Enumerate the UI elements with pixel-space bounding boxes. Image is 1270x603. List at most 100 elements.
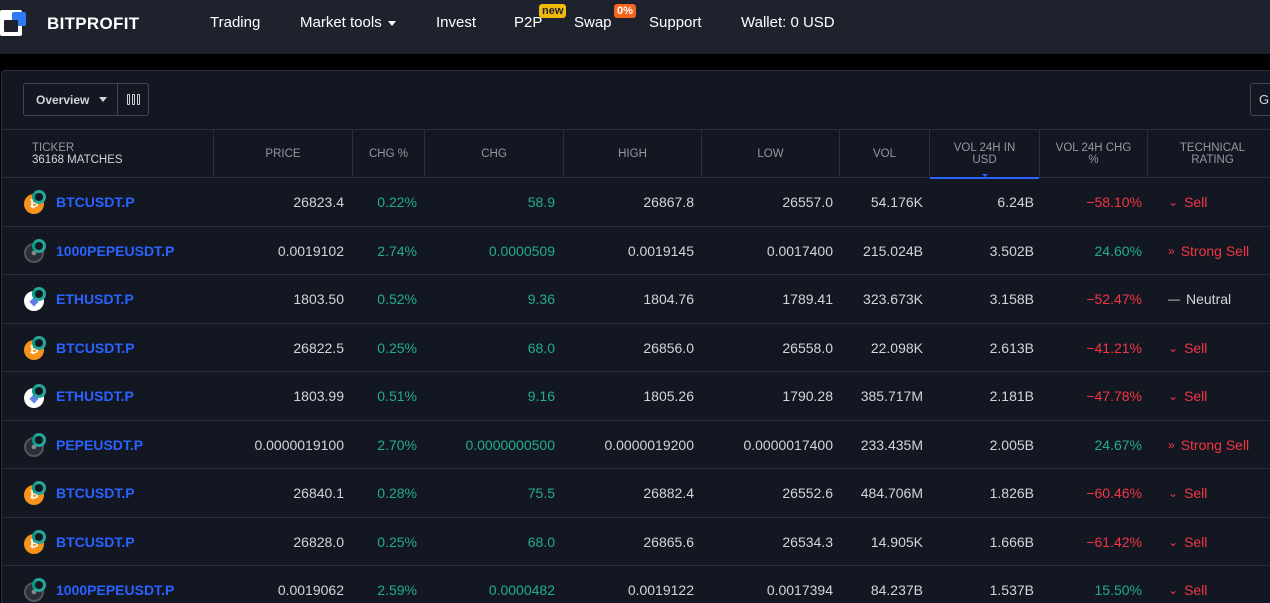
brand-logo[interactable]: BITPROFIT bbox=[0, 8, 139, 38]
volume-24h-usd-cell: 2.613B bbox=[989, 339, 1034, 356]
table-row[interactable]: ◆ ETHUSDT.P 1803.50 0.52% 9.36 1804.76 1789.41… bbox=[2, 275, 1270, 324]
ticker-symbol-link[interactable]: BTCUSDT.P bbox=[56, 194, 135, 210]
table-row[interactable]: ₿ BTCUSDT.P 26840.1 0.28% 75.5 26882.4 26552.6… bbox=[2, 469, 1270, 518]
volume-cell: 54.176K bbox=[870, 194, 923, 210]
table-row[interactable]: ● 1000PEPEUSDT.P 0.0019102 2.74% 0.0000509 0.… bbox=[2, 227, 1270, 275]
column-header-vol[interactable]: VOL bbox=[839, 130, 929, 178]
bitprofit-logo-icon bbox=[0, 8, 30, 38]
rating-sell-icon: ⌄ bbox=[1168, 583, 1179, 597]
rating-label: Sell bbox=[1184, 388, 1208, 404]
eth-coin-icon: ◆ bbox=[24, 287, 48, 311]
change-percent-cell: 0.52% bbox=[377, 291, 417, 307]
ticker-symbol-link[interactable]: BTCUSDT.P bbox=[56, 533, 135, 550]
rating-label: Strong Sell bbox=[1180, 436, 1250, 453]
header-vol24-label-1: VOL 24H IN bbox=[953, 142, 1016, 154]
table-row[interactable]: ₿ BTCUSDT.P 26823.4 0.22% 58.9 26867.8 26557.0… bbox=[2, 178, 1270, 227]
rating-sell-icon: ⌄ bbox=[1168, 340, 1179, 355]
brand-name: BITPROFIT bbox=[47, 14, 140, 33]
view-dropdown[interactable]: Overview bbox=[23, 83, 118, 116]
change-cell: 9.16 bbox=[527, 388, 555, 404]
table-row[interactable]: ◆ ETHUSDT.P 1803.99 0.51% 9.16 1805.26 1790.28… bbox=[2, 372, 1270, 421]
column-header-chg-pct[interactable]: CHG % bbox=[352, 130, 424, 178]
nav-market-tools[interactable]: Market tools bbox=[300, 14, 396, 31]
pepe-coin-icon: ● bbox=[24, 578, 48, 602]
columns-button[interactable] bbox=[117, 83, 149, 116]
match-count: 36168 MATCHES bbox=[32, 154, 123, 166]
ticker-symbol-link[interactable]: ETHUSDT.P bbox=[56, 291, 134, 307]
volume-24h-change-cell: −60.46% bbox=[1086, 485, 1142, 501]
change-percent-cell: 0.25% bbox=[377, 339, 417, 356]
ticker-symbol-link[interactable]: PEPEUSDT.P bbox=[56, 436, 144, 453]
ticker-cell[interactable]: ₿ BTCUSDT.P bbox=[24, 324, 135, 372]
high-cell: 26865.6 bbox=[643, 533, 694, 550]
ticker-symbol-link[interactable]: ETHUSDT.P bbox=[56, 388, 134, 404]
low-cell: 0.0017400 bbox=[766, 242, 833, 259]
change-cell: 75.5 bbox=[527, 485, 555, 501]
volume-cell: 215.024B bbox=[863, 242, 923, 259]
rating-label: Sell bbox=[1184, 194, 1208, 210]
volume-24h-usd-cell: 6.24B bbox=[997, 194, 1034, 210]
zero-fee-badge: 0% bbox=[614, 4, 636, 18]
rating-label: Sell bbox=[1184, 582, 1208, 598]
column-header-ticker[interactable]: TICKER 36168 MATCHES bbox=[2, 130, 213, 178]
table-row[interactable]: ● 1000PEPEUSDT.P 0.0019062 2.59% 0.0000482 0.… bbox=[2, 566, 1270, 603]
low-cell: 0.0000017400 bbox=[743, 436, 833, 453]
ticker-symbol-link[interactable]: 1000PEPEUSDT.P bbox=[56, 242, 175, 259]
technical-rating-cell: — Neutral bbox=[1168, 275, 1231, 323]
table-row[interactable]: ₿ BTCUSDT.P 26828.0 0.25% 68.0 26865.6 26534.3… bbox=[2, 518, 1270, 566]
low-cell: 1790.28 bbox=[782, 388, 833, 404]
btc-coin-icon: ₿ bbox=[24, 529, 48, 554]
volume-cell: 323.673K bbox=[863, 291, 923, 307]
column-header-high[interactable]: HIGH bbox=[563, 130, 701, 178]
volume-24h-change-cell: 24.60% bbox=[1094, 242, 1142, 259]
sort-descending-icon bbox=[981, 174, 988, 177]
nav-p2p[interactable]: P2P bbox=[514, 14, 543, 31]
ticker-cell[interactable]: ● PEPEUSDT.P bbox=[24, 421, 143, 469]
nav-wallet[interactable]: Wallet: 0 USD bbox=[741, 14, 835, 31]
nav-swap[interactable]: Swap bbox=[574, 14, 612, 31]
volume-cell: 84.237B bbox=[870, 582, 923, 598]
volume-cell: 233.435M bbox=[860, 436, 923, 453]
header-chg-label: CHG bbox=[481, 148, 507, 160]
change-cell: 9.36 bbox=[527, 291, 555, 307]
pepe-coin-icon: ● bbox=[24, 432, 48, 457]
volume-24h-change-cell: −47.78% bbox=[1086, 388, 1142, 404]
header-vol24chg-label-1: VOL 24H CHG bbox=[1055, 142, 1132, 154]
ticker-symbol-link[interactable]: BTCUSDT.P bbox=[56, 339, 135, 356]
change-cell: 68.0 bbox=[527, 533, 555, 550]
ticker-cell[interactable]: ₿ BTCUSDT.P bbox=[24, 469, 135, 517]
table-row[interactable]: ● PEPEUSDT.P 0.0000019100 2.70% 0.0000000500… bbox=[2, 421, 1270, 469]
ticker-symbol-link[interactable]: BTCUSDT.P bbox=[56, 485, 135, 501]
rating-sell-icon: ⌄ bbox=[1168, 486, 1179, 500]
table-row[interactable]: ₿ BTCUSDT.P 26822.5 0.25% 68.0 26856.0 26558.0… bbox=[2, 324, 1270, 372]
volume-cell: 14.905K bbox=[870, 533, 923, 550]
column-header-vol-24h-chg[interactable]: VOL 24H CHG % bbox=[1039, 130, 1147, 178]
column-header-price[interactable]: PRICE bbox=[213, 130, 352, 178]
high-cell: 1805.26 bbox=[643, 388, 694, 404]
ticker-cell[interactable]: ● 1000PEPEUSDT.P bbox=[24, 227, 174, 275]
ticker-cell[interactable]: ₿ BTCUSDT.P bbox=[24, 518, 135, 566]
volume-24h-change-cell: 24.67% bbox=[1094, 436, 1142, 453]
ticker-cell[interactable]: ◆ ETHUSDT.P bbox=[24, 275, 134, 323]
columns-icon bbox=[126, 94, 140, 105]
technical-rating-cell: ⌄ Sell bbox=[1168, 372, 1207, 420]
price-cell: 1803.50 bbox=[293, 291, 344, 307]
ticker-symbol-link[interactable]: 1000PEPEUSDT.P bbox=[56, 582, 175, 598]
nav-support[interactable]: Support bbox=[649, 14, 702, 31]
low-cell: 26558.0 bbox=[782, 339, 833, 356]
ticker-cell[interactable]: ◆ ETHUSDT.P bbox=[24, 372, 134, 420]
nav-trading[interactable]: Trading bbox=[210, 14, 261, 31]
right-toolbar-button[interactable]: G bbox=[1250, 83, 1270, 116]
ticker-cell[interactable]: ₿ BTCUSDT.P bbox=[24, 178, 135, 226]
technical-rating-cell: » Strong Sell bbox=[1168, 421, 1249, 469]
column-header-vol-24h-usd[interactable]: VOL 24H IN USD bbox=[929, 130, 1039, 179]
column-header-low[interactable]: LOW bbox=[701, 130, 839, 178]
volume-24h-usd-cell: 1.666B bbox=[989, 533, 1034, 550]
header-vol24chg-label-2: % bbox=[1088, 154, 1099, 166]
ticker-cell[interactable]: ● 1000PEPEUSDT.P bbox=[24, 566, 174, 603]
column-header-chg[interactable]: CHG bbox=[424, 130, 563, 178]
technical-rating-cell: ⌄ Sell bbox=[1168, 324, 1207, 372]
nav-invest[interactable]: Invest bbox=[436, 14, 477, 31]
header-chg-pct-label: CHG % bbox=[369, 148, 408, 160]
column-header-technical-rating[interactable]: TECHNICAL RATING bbox=[1147, 130, 1270, 178]
